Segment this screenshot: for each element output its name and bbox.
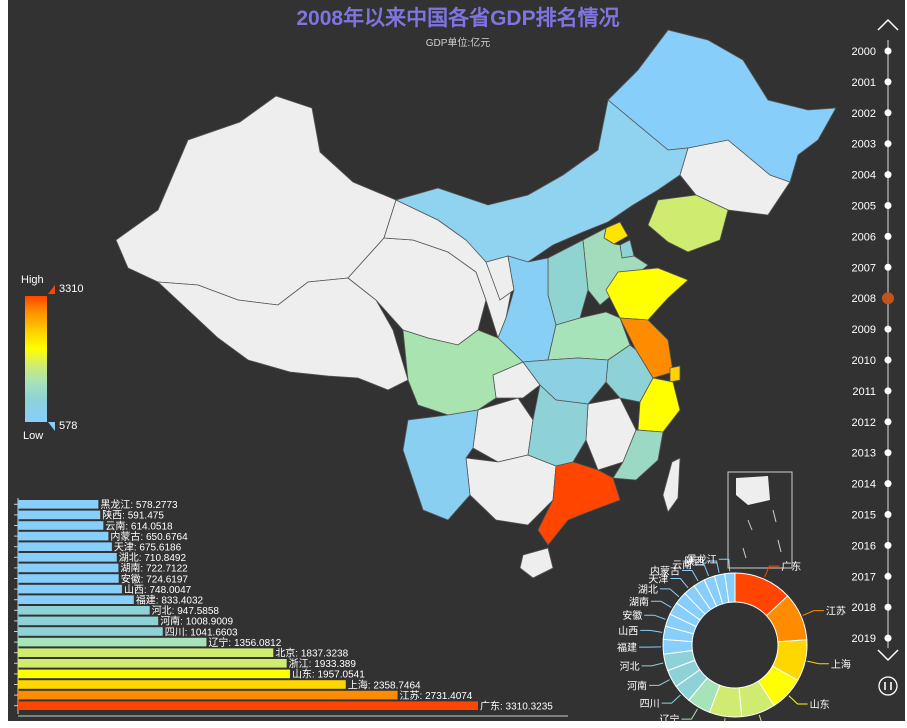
visualmap-low-handle[interactable]	[48, 422, 55, 431]
timeline-next-icon	[877, 649, 899, 662]
timeline-year-label: 2002	[852, 108, 876, 120]
timeline-year-label: 2018	[852, 602, 876, 614]
timeline-point	[884, 572, 892, 580]
timeline-point	[884, 171, 892, 179]
timeline-year-label: 2000	[852, 46, 876, 58]
timeline-year-label: 2003	[852, 139, 876, 151]
timeline-point	[884, 78, 892, 86]
chart-subtitle: GDP单位:亿元	[425, 38, 491, 49]
timeline-point	[884, 541, 892, 549]
south-sea-inset	[727, 471, 793, 569]
timeline-point	[884, 480, 892, 488]
region-yunnan[interactable]	[402, 409, 479, 521]
timeline-point	[884, 325, 892, 333]
timeline-year-label: 2016	[852, 540, 876, 552]
region-liaoning[interactable]	[647, 194, 729, 253]
timeline-year-label: 2012	[852, 417, 876, 429]
region-hunan[interactable]	[527, 384, 589, 467]
region-hainan[interactable]	[519, 547, 554, 579]
timeline-point	[884, 418, 892, 426]
timeline-point	[884, 511, 892, 518]
visualmap-high-text: High	[21, 274, 44, 286]
visualmap-color-scale[interactable]	[25, 296, 47, 422]
timeline-point	[884, 140, 892, 148]
region-neimenggu[interactable]	[394, 99, 689, 263]
china-map[interactable]	[8, 0, 905, 721]
region-sichuan[interactable]	[402, 329, 524, 416]
region-hebei[interactable]	[582, 227, 649, 306]
timeline-year-label: 2004	[852, 170, 876, 182]
region-guangdong[interactable]	[537, 461, 621, 546]
chart-canvas: 2008年以来中国各省GDP排名情况 GDP单位:亿元	[8, 0, 905, 721]
timeline-point	[884, 634, 892, 642]
chart-title: 2008年以来中国各省GDP排名情况	[296, 7, 620, 30]
year-timeline[interactable]: 2000 2001 2002 2003 2004 2005 2006 2007 2008 2009…	[8, 0, 905, 721]
timeline-year-label: 2014	[852, 479, 876, 491]
visualmap-high-handle[interactable]	[48, 285, 55, 294]
timeline-point	[884, 387, 892, 395]
timeline-year-label: 2007	[852, 262, 876, 274]
timeline-year-label: 2010	[852, 355, 876, 367]
timeline-year-label: 2005	[852, 201, 876, 213]
timeline-year-label: 2008	[852, 293, 876, 305]
region-taiwan[interactable]	[662, 457, 681, 513]
timeline-year-label: 2009	[852, 324, 876, 336]
timeline-year-label: 2015	[852, 510, 876, 522]
timeline-year-label: 2013	[852, 448, 876, 460]
timeline-point	[884, 603, 892, 611]
visualmap-max-label: 3310	[59, 283, 84, 295]
timeline-pause-icon	[878, 676, 898, 696]
timeline-year-label: 2006	[852, 231, 876, 243]
timeline-prev-icon	[877, 18, 899, 31]
timeline-year-label: 2019	[852, 633, 876, 645]
visualmap-low-text: Low	[23, 430, 44, 442]
region-heilongjiang[interactable]	[607, 29, 837, 183]
timeline-point	[884, 109, 892, 117]
timeline-year-label: 2001	[852, 77, 876, 89]
visualmap-min-label: 578	[59, 420, 78, 432]
region-shanghai[interactable]	[669, 365, 681, 383]
timeline-point	[884, 202, 892, 209]
timeline-point	[884, 356, 892, 364]
timeline-year-label: 2017	[852, 571, 876, 583]
timeline-point	[882, 292, 894, 305]
timeline-year-label: 2011	[852, 386, 876, 398]
timeline-point	[884, 263, 892, 271]
timeline-point	[884, 47, 892, 55]
timeline-point	[884, 449, 892, 457]
timeline-point	[884, 232, 892, 240]
